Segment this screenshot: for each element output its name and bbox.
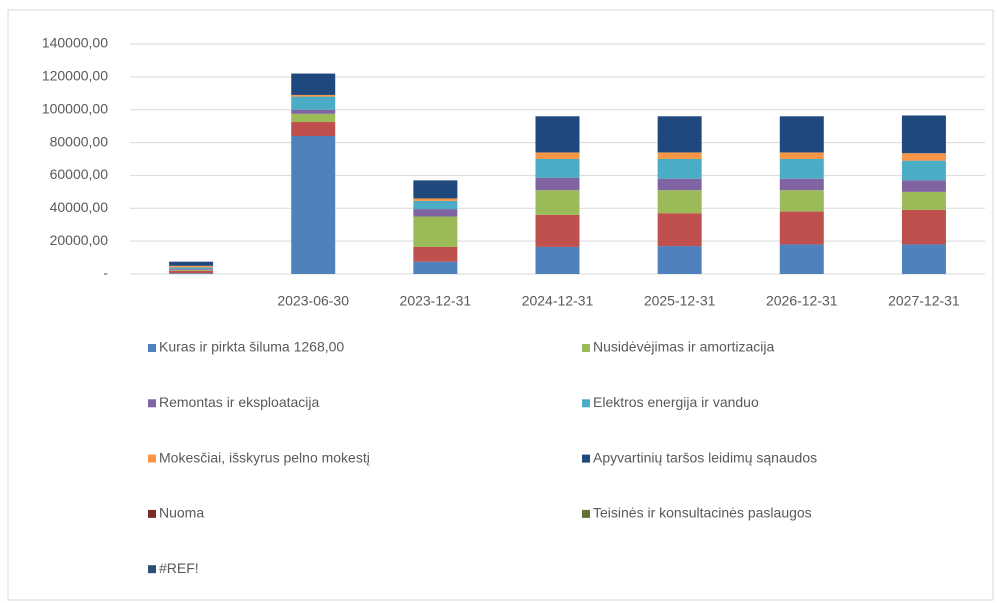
bar-segment — [901, 191, 946, 210]
x-tick-label: 2026-12-31 — [766, 293, 838, 309]
y-tick-label: - — [103, 265, 108, 281]
bar-segment — [413, 246, 458, 262]
x-tick-label: 2027-12-31 — [888, 293, 960, 309]
bar-segment — [535, 214, 580, 247]
bar-segment — [901, 153, 946, 161]
bar-segment — [535, 152, 580, 159]
y-tick-label: 60000,00 — [50, 166, 109, 182]
bar-segment — [413, 261, 458, 274]
bar-segment — [779, 211, 824, 245]
bar-segment — [413, 198, 458, 201]
legend-swatch — [148, 454, 156, 463]
bar-segment — [535, 159, 580, 178]
bar-segment — [413, 209, 458, 217]
legend-swatch — [148, 509, 156, 518]
bar-segment — [779, 244, 824, 274]
bar-segment — [169, 265, 214, 268]
bar-segment — [535, 177, 580, 191]
y-tick-label: 140000,00 — [42, 35, 108, 51]
x-tick-label: 2025-12-31 — [644, 293, 716, 309]
bar-segment — [413, 216, 458, 247]
legend-label: #REF! — [159, 560, 199, 576]
y-tick-label: 80000,00 — [50, 133, 109, 149]
bar-segment — [291, 122, 336, 136]
bar-segment — [779, 178, 824, 191]
legend-swatch — [582, 344, 590, 352]
legend-swatch — [148, 344, 156, 352]
bar-segment — [169, 267, 214, 270]
bar-segment — [291, 136, 336, 274]
bar-segment — [413, 200, 458, 210]
bar-segment — [535, 246, 580, 274]
bar-segment — [779, 152, 824, 159]
legend-label: Apyvartinių taršos leidimų sąnaudos — [593, 449, 817, 465]
bar-segment — [291, 109, 336, 114]
legend-label: Remontas ir eksploatacija — [159, 394, 320, 410]
bar-segment — [169, 273, 214, 274]
bar-segment — [291, 94, 336, 97]
bar-segment — [169, 261, 214, 266]
bar-segment — [901, 160, 946, 181]
legend-swatch — [582, 399, 590, 408]
legend-swatch — [582, 509, 590, 518]
chart-frame — [7, 9, 994, 601]
bar-segment — [657, 246, 702, 274]
bar-segment — [657, 178, 702, 191]
bar-segment — [657, 190, 702, 214]
bar-segment — [901, 209, 946, 245]
bar-segment — [169, 269, 214, 270]
bar-segment — [901, 180, 946, 192]
legend-label: Elektros energija ir vanduo — [593, 394, 759, 410]
y-tick-label: 120000,00 — [42, 68, 108, 84]
y-tick-label: 100000,00 — [42, 100, 108, 116]
bar-segment — [657, 116, 702, 153]
bar-segment — [291, 73, 336, 95]
bar-segment — [779, 159, 824, 179]
bar-segment — [657, 152, 702, 159]
x-tick-label: 2023-06-30 — [277, 293, 349, 309]
legend-label: Teisinės ir konsultacinės paslaugos — [593, 505, 812, 521]
bar-segment — [535, 116, 580, 153]
legend-swatch — [148, 565, 156, 574]
bar-segment — [657, 159, 702, 179]
y-tick-label: 20000,00 — [50, 232, 109, 248]
bar-segment — [779, 116, 824, 153]
bar-segment — [901, 115, 946, 154]
bar-segment — [169, 269, 214, 271]
y-tick-label: 40000,00 — [50, 199, 109, 215]
bar-segment — [291, 96, 336, 110]
legend-swatch — [582, 454, 590, 463]
x-tick-label: 2023-12-31 — [400, 293, 472, 309]
bar-segment — [535, 190, 580, 215]
bar-segment — [413, 180, 458, 199]
legend-swatch — [148, 399, 156, 408]
bar-segment — [291, 113, 336, 123]
bar-segment — [169, 270, 214, 274]
x-tick-label: 2024-12-31 — [522, 293, 594, 309]
bar-segment — [779, 190, 824, 212]
legend-label: Nuoma — [159, 505, 204, 521]
bar-segment — [657, 213, 702, 247]
legend-label: Mokesčiai, išskyrus pelno mokestį — [159, 449, 370, 465]
bar-segment — [901, 244, 946, 274]
legend-label: Nusidėvėjimas ir amortizacija — [593, 339, 774, 355]
legend-label: Kuras ir pirkta šiluma 1268,00 — [159, 339, 344, 355]
